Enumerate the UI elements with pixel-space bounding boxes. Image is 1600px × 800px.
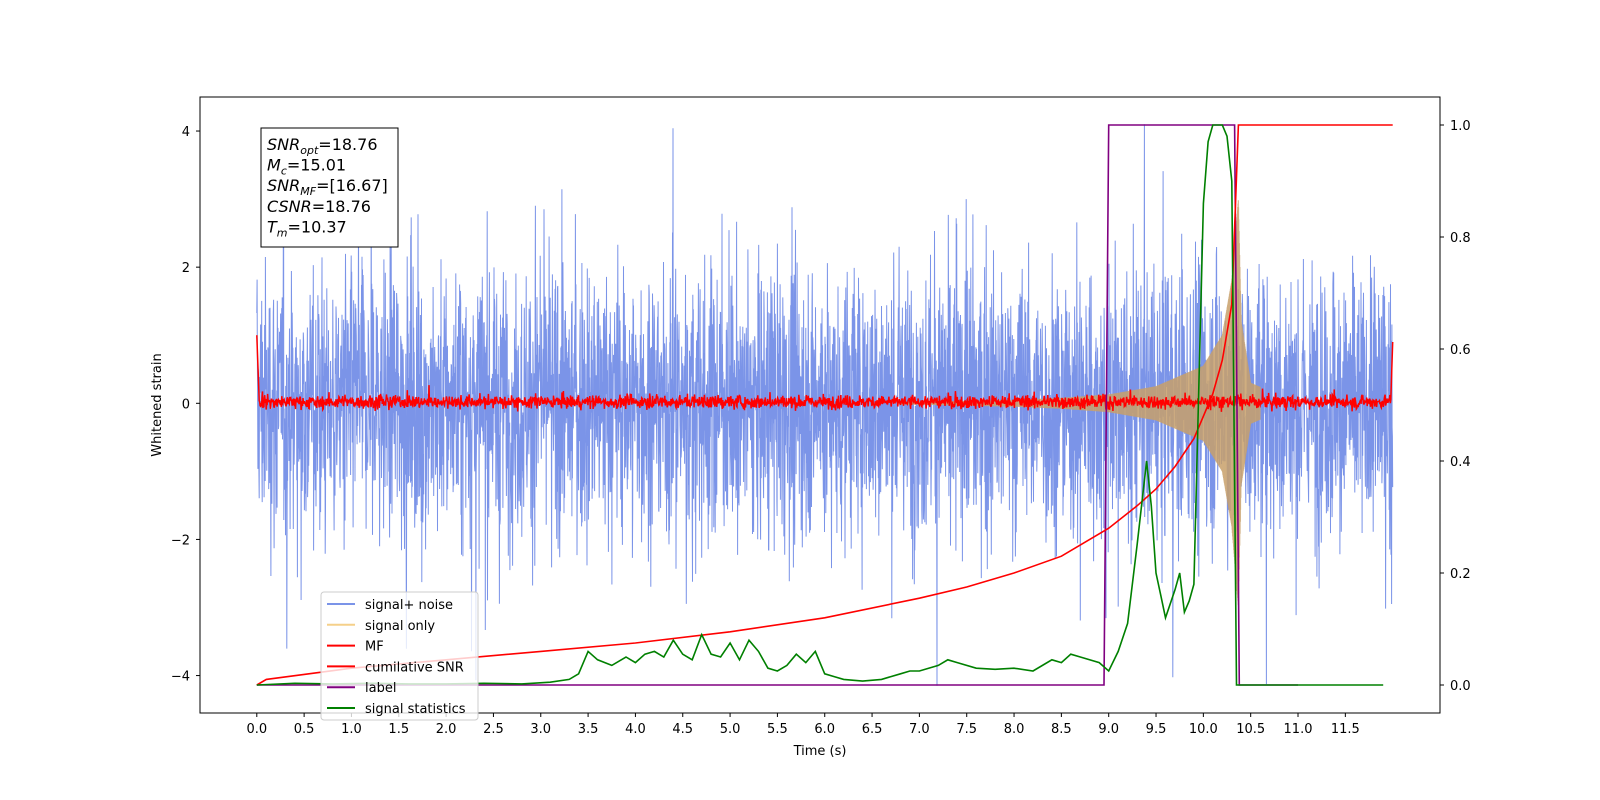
annotation-line: SNRopt=18.76 [267, 135, 378, 157]
x-tick-label: 5.5 [767, 722, 788, 737]
legend-label: label [365, 681, 396, 696]
x-tick-label: 9.5 [1146, 722, 1167, 737]
legend: signal+ noise signal only MF cumilative SNR… [320, 591, 479, 721]
y-tick-label: 0 [182, 397, 190, 412]
y-tick-label: 4 [182, 125, 190, 140]
x-tick-label: 9.0 [1098, 722, 1119, 737]
x-tick-label: 1.0 [341, 722, 362, 737]
x-tick-label: 10.5 [1236, 722, 1265, 737]
cumilative-snr-line [256, 124, 1393, 686]
x-tick-label: 3.0 [530, 722, 551, 737]
x-tick-label: 5.0 [720, 722, 741, 737]
y2-tick-label: 0.4 [1450, 455, 1471, 470]
annotation-line: SNRMF=[16.67] [267, 176, 388, 198]
x-tick-label: 3.5 [578, 722, 599, 737]
y2-tick-label: 1.0 [1450, 119, 1471, 134]
mf-series [256, 335, 1394, 413]
y2-tick-label: 0.2 [1450, 567, 1471, 582]
y-axis-right: 0.0 0.2 0.4 0.6 0.8 1.0 [1440, 119, 1471, 694]
x-tick-label: 4.5 [672, 722, 693, 737]
legend-frame [320, 591, 479, 721]
x-tick-label: 7.5 [956, 722, 977, 737]
annotation-box: SNRopt=18.76Mc=15.01SNRMF=[16.67]CSNR=18… [260, 127, 399, 248]
x-tick-label: 0.5 [294, 722, 315, 737]
mf-line [256, 335, 1394, 413]
x-tick-label: 6.5 [862, 722, 883, 737]
x-tick-label: 7.0 [909, 722, 930, 737]
plot-frame [199, 96, 1441, 714]
x-tick-label: 6.0 [814, 722, 835, 737]
legend-label: signal+ noise [365, 598, 453, 613]
x-tick-label: 10.0 [1189, 722, 1218, 737]
x-tick-label: 11.5 [1331, 722, 1360, 737]
y-axis-left: −4 −2 0 2 4 [171, 125, 200, 685]
signal-statistics-line [256, 124, 1384, 686]
y-tick-label: 2 [182, 261, 190, 276]
legend-label: MF [365, 640, 384, 655]
x-tick-label: 11.0 [1284, 722, 1313, 737]
x-tick-label: 1.5 [388, 722, 409, 737]
legend-label: signal statistics [365, 702, 466, 717]
x-tick-label: 8.0 [1004, 722, 1025, 737]
x-tick-label: 8.5 [1051, 722, 1072, 737]
right-axis-series [256, 124, 1393, 686]
x-tick-label: 4.0 [625, 722, 646, 737]
y2-tick-label: 0.6 [1450, 343, 1471, 358]
x-axis: 0.0 0.5 1.0 1.5 2.0 2.5 3.0 3.5 4.0 4.5 5.0 5.5 6.0 6… [246, 713, 1360, 737]
x-axis-label: Time (s) [793, 744, 847, 759]
x-tick-label: 0.0 [246, 722, 267, 737]
y-axis-label: Whitened strain [150, 353, 165, 456]
x-tick-label: 2.5 [483, 722, 504, 737]
annotation-line: CSNR=18.76 [267, 197, 371, 216]
annotation-line: Mc=15.01 [267, 156, 346, 178]
annotation-frame [260, 127, 399, 248]
annotation-line: Tm=10.37 [267, 217, 347, 239]
y-tick-label: −4 [171, 670, 190, 685]
y2-tick-label: 0.0 [1450, 679, 1471, 694]
y2-tick-label: 0.8 [1450, 231, 1471, 246]
legend-label: cumilative SNR [365, 660, 464, 675]
y-tick-label: −2 [171, 533, 190, 548]
x-tick-label: 2.0 [436, 722, 457, 737]
legend-label: signal only [365, 619, 435, 634]
